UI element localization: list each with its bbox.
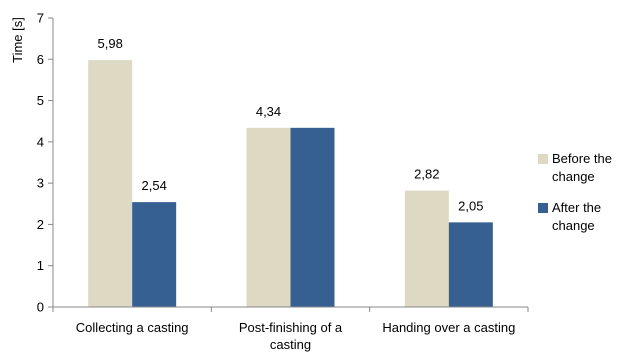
bars [88,60,493,308]
y-tick-label: 1 [37,258,44,273]
category-label: Collecting a casting [76,320,189,335]
data-label: 2,82 [414,167,439,182]
bar-before-1 [246,127,291,307]
axes [52,18,529,312]
bar-before-2 [404,190,449,307]
bar-after-0 [132,202,177,307]
data-label: 4,34 [256,104,281,119]
category-label: Handing over a casting [382,320,515,335]
y-axis-title-group: Time [s] [10,17,25,63]
y-axis-title: Time [s] [10,17,25,63]
data-label: 5,98 [98,36,123,51]
data-label: 2,54 [142,178,167,193]
bar-after-1 [290,127,335,307]
legend-swatch [538,154,548,164]
y-tick-label: 2 [37,217,44,232]
y-tick-label: 0 [37,300,44,315]
y-axis-ticks: 0 1 2 3 4 5 6 7 [37,11,53,315]
legend-label: Before the change [552,151,612,184]
legend: Before the change After the change [538,151,612,233]
y-tick-label: 7 [37,11,44,26]
y-tick-label: 6 [37,52,44,67]
legend-label: After the change [552,200,601,233]
y-tick-label: 3 [37,176,44,191]
data-labels: 5,98 4,34 2,82 2,54 2,05 [98,36,484,213]
bar-before-0 [88,60,133,308]
category-label: Post-finishing of a casting [239,320,343,352]
y-tick-label: 4 [37,134,44,149]
data-label: 2,05 [458,198,483,213]
bar-after-2 [448,222,493,307]
y-tick-label: 5 [37,93,44,108]
legend-swatch [538,203,548,213]
